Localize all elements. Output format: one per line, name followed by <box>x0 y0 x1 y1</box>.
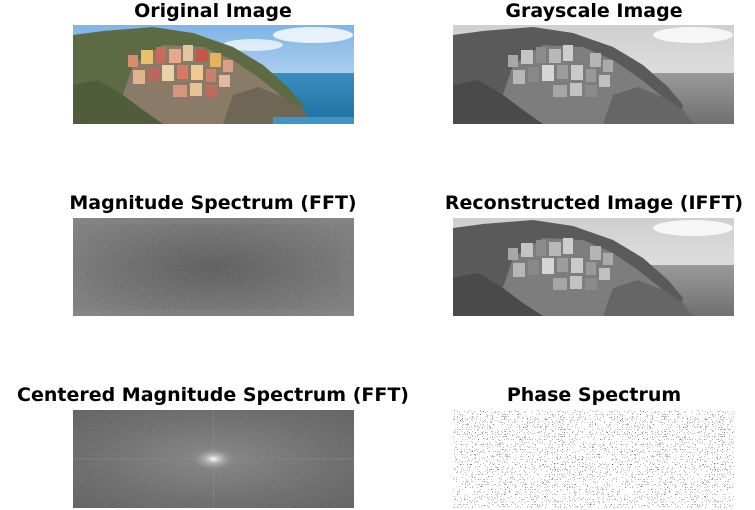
original-image <box>73 25 354 124</box>
grayscale-image-title: Grayscale Image <box>505 0 683 22</box>
magnitude-spectrum-title: Magnitude Spectrum (FFT) <box>69 192 357 214</box>
phase-spectrum-image <box>453 410 734 508</box>
centered-magnitude-spectrum-image <box>73 410 354 508</box>
reconstructed-image <box>453 218 734 316</box>
reconstructed-image-title: Reconstructed Image (IFFT) <box>444 192 744 214</box>
phase-spectrum-title: Phase Spectrum <box>506 384 682 406</box>
original-image-title: Original Image <box>134 0 292 22</box>
magnitude-spectrum-image <box>73 218 354 316</box>
centered-magnitude-spectrum-title: Centered Magnitude Spectrum (FFT) <box>17 384 409 406</box>
grayscale-image <box>453 25 734 124</box>
